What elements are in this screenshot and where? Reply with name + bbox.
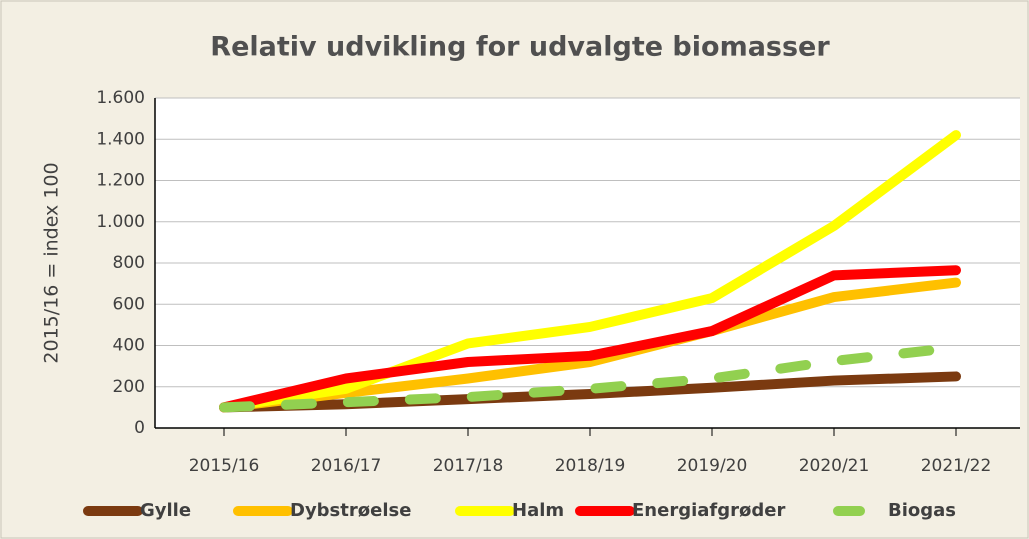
x-tick-label: 2021/22 bbox=[921, 456, 992, 476]
chart-title: Relativ udvikling for udvalgte biomasser bbox=[210, 32, 830, 63]
y-tick-label: 1.600 bbox=[96, 88, 145, 108]
y-tick-label: 1.400 bbox=[96, 129, 145, 149]
x-tick-label: 2019/20 bbox=[677, 456, 748, 476]
legend-label: Dybstrøelse bbox=[290, 500, 411, 521]
y-tick-label: 1.000 bbox=[96, 212, 145, 232]
legend-label: Halm bbox=[512, 500, 564, 521]
legend-label: Energiafgrøder bbox=[632, 500, 785, 521]
y-axis-label: 2015/16 = index 100 bbox=[41, 162, 63, 363]
y-tick-label: 400 bbox=[113, 336, 145, 356]
x-tick-label: 2018/19 bbox=[555, 456, 626, 476]
y-tick-label: 600 bbox=[113, 294, 145, 314]
y-tick-label: 800 bbox=[113, 253, 145, 273]
y-tick-label: 200 bbox=[113, 377, 145, 397]
series-line bbox=[219, 265, 961, 413]
x-tick-label: 2020/21 bbox=[799, 456, 870, 476]
legend-label: Gylle bbox=[140, 500, 191, 521]
legend-label: Biogas bbox=[888, 500, 956, 521]
y-tick-label: 0 bbox=[134, 418, 145, 438]
series-line bbox=[219, 130, 961, 413]
series-line bbox=[219, 342, 961, 413]
y-tick-label: 1.200 bbox=[96, 171, 145, 191]
x-tick-label: 2015/16 bbox=[189, 456, 260, 476]
x-tick-label: 2017/18 bbox=[433, 456, 504, 476]
x-tick-label: 2016/17 bbox=[311, 456, 382, 476]
